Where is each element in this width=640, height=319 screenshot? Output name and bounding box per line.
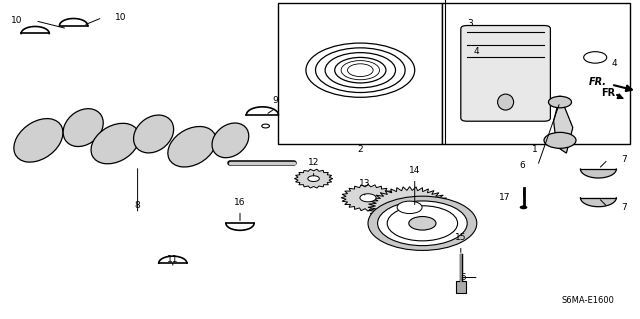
Ellipse shape [14,119,63,162]
Circle shape [387,206,458,241]
Circle shape [397,201,422,214]
Ellipse shape [168,127,216,167]
Polygon shape [368,187,451,228]
Text: 4: 4 [474,47,479,56]
Text: FR.: FR. [602,88,623,98]
Ellipse shape [498,94,514,110]
Circle shape [520,205,527,209]
Circle shape [544,132,576,148]
Text: FR.: FR. [589,77,607,87]
Text: S6MA-E1600: S6MA-E1600 [561,296,614,305]
Text: 17: 17 [499,193,511,202]
Circle shape [378,201,467,246]
Circle shape [409,217,436,230]
Ellipse shape [63,109,103,146]
Ellipse shape [91,123,140,164]
Text: 3: 3 [468,19,473,28]
Text: 7: 7 [621,203,627,212]
Text: 5: 5 [460,273,466,282]
Text: 8: 8 [135,201,140,210]
Text: 12: 12 [308,158,319,167]
Text: 6: 6 [519,161,525,170]
Bar [442,3,630,144]
Bar [456,281,466,293]
Bar [278,3,442,144]
Text: 10: 10 [115,13,127,22]
Circle shape [548,96,572,108]
Text: 13: 13 [359,179,371,188]
Circle shape [308,176,319,182]
Ellipse shape [212,123,249,158]
Text: 9: 9 [273,96,278,105]
FancyBboxPatch shape [461,26,550,121]
Text: 16: 16 [234,198,246,207]
Text: 7: 7 [621,155,627,164]
Text: 2: 2 [358,145,363,154]
Polygon shape [554,96,573,153]
Circle shape [368,196,477,250]
Text: 10: 10 [11,16,22,25]
Polygon shape [294,169,333,188]
Text: 11: 11 [167,256,179,264]
Circle shape [360,194,376,202]
Ellipse shape [134,115,173,153]
Text: 15: 15 [455,233,467,242]
Text: 4: 4 [612,59,617,68]
Polygon shape [341,184,395,211]
Text: 1: 1 [532,145,537,154]
Text: 14: 14 [409,166,420,175]
